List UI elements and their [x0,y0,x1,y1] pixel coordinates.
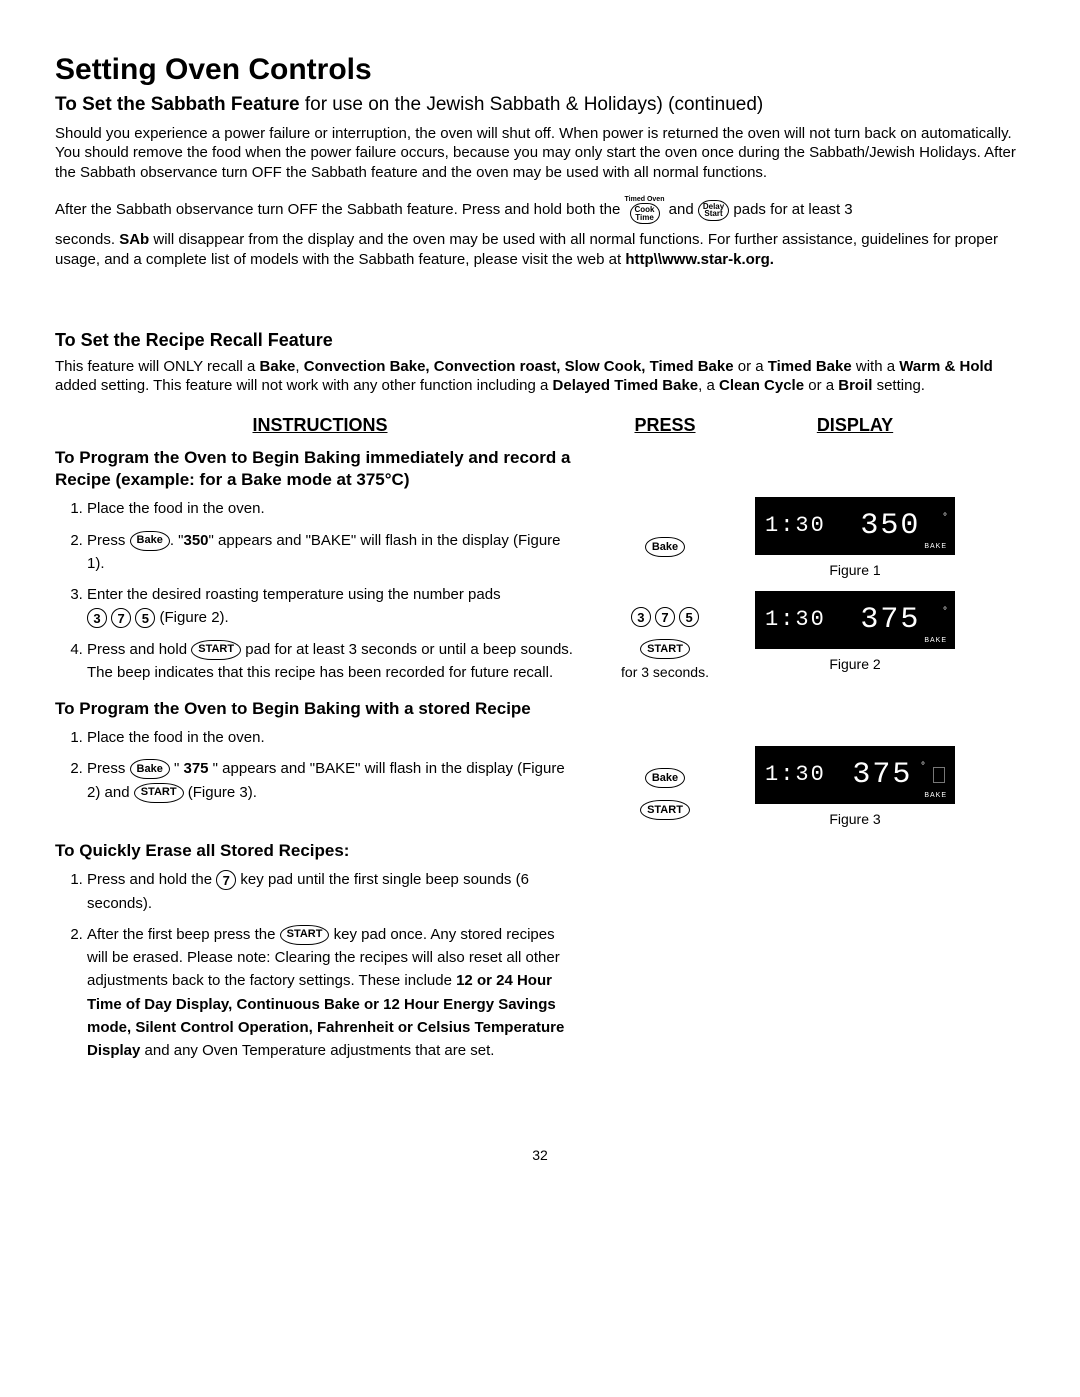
display-mode: BAKE [924,791,947,800]
page-number: 32 [55,1146,1025,1164]
num-5-pad-icon: 5 [679,607,699,627]
display-time: 1:30 [765,761,826,790]
oven-display-fig1: 1:30 350 ° BAKE [755,497,955,555]
display-time: 1:30 [765,606,826,635]
num-7-pad-icon: 7 [216,870,236,890]
text: pads for at least 3 [733,201,852,218]
sabbath-para-2: After the Sabbath observance turn OFF th… [55,196,1025,224]
num-3-pad-icon: 3 [87,608,107,628]
sec1-list: Place the food in the oven. Press Bake. … [55,497,575,684]
url-text: http\\www.star-k.org. [625,251,774,268]
list-item: Press Bake " 375 " appears and "BAKE" wi… [87,757,575,804]
display-temp: 350 [836,507,945,546]
display-mode: BAKE [924,542,947,551]
oven-display-fig3: 1:30 375 ° BAKE [755,746,955,804]
display-mode: BAKE [924,636,947,645]
text: and [669,201,698,218]
timed-oven-label: Timed Oven [625,196,665,203]
sabbath-heading-bold: To Set the Sabbath Feature [55,94,300,115]
press-header: PRESS [585,414,745,437]
sabbath-heading: To Set the Sabbath Feature for use on th… [55,93,1025,118]
start-pad-icon: START [134,783,184,803]
num-3-pad-icon: 3 [631,607,651,627]
cook-time-pad-icon: CookTime [630,203,660,224]
sec2-list: Place the food in the oven. Press Bake "… [55,726,575,804]
recipe-recall-heading: To Set the Recipe Recall Feature [55,329,1025,352]
fig1-caption: Figure 1 [745,561,965,579]
start-pad-icon: START [640,639,690,659]
display-header: DISPLAY [745,414,965,437]
sabbath-heading-rest: for use on the Jewish Sabbath & Holidays… [300,94,764,115]
list-item: Place the food in the oven. [87,497,575,520]
list-item: Enter the desired roasting temperature u… [87,583,575,630]
page-title: Setting Oven Controls [55,50,1025,89]
sec1-heading: To Program the Oven to Begin Baking imme… [55,447,575,491]
start-pad-icon: START [191,640,241,660]
press-note: for 3 seconds. [585,663,745,681]
display-time: 1:30 [765,512,826,541]
bake-pad-icon: Bake [645,537,685,557]
list-item: Press and hold the 7 key pad until the f… [87,868,575,915]
display-temp: 375 [836,756,929,795]
bake-pad-icon: Bake [130,759,170,779]
sec3-heading: To Quickly Erase all Stored Recipes: [55,840,575,862]
num-7-pad-icon: 7 [655,607,675,627]
text-bold: SAb [119,231,149,248]
list-item: Press and hold START pad for at least 3 … [87,638,575,685]
text: After the Sabbath observance turn OFF th… [55,201,625,218]
start-pad-icon: START [280,925,330,945]
fig2-caption: Figure 2 [745,655,965,673]
column-headers: INSTRUCTIONS PRESS DISPLAY [55,414,1025,437]
text: seconds. [55,231,119,248]
list-item: Place the food in the oven. [87,726,575,749]
fig3-caption: Figure 3 [745,810,965,828]
oven-display-fig2: 1:30 375 ° BAKE [755,591,955,649]
recipe-note: This feature will ONLY recall a Bake, Co… [55,357,1025,396]
bake-pad-icon: Bake [645,768,685,788]
cursor-icon [933,767,945,783]
bake-pad-icon: Bake [130,531,170,551]
delay-start-pad-icon: DelayStart [698,200,729,221]
text: will disappear from the display and the … [55,231,998,268]
display-temp: 375 [836,601,945,640]
sec2-heading: To Program the Oven to Begin Baking with… [55,698,575,720]
sabbath-para-3: seconds. SAb will disappear from the dis… [55,230,1025,269]
sabbath-para-1: Should you experience a power failure or… [55,124,1025,183]
num-5-pad-icon: 5 [135,608,155,628]
list-item: After the first beep press the START key… [87,923,575,1063]
sec3-list: Press and hold the 7 key pad until the f… [55,868,575,1062]
start-pad-icon: START [640,800,690,820]
list-item: Press Bake. "350" appears and "BAKE" wil… [87,529,575,576]
instructions-header: INSTRUCTIONS [55,414,585,437]
num-7-pad-icon: 7 [111,608,131,628]
